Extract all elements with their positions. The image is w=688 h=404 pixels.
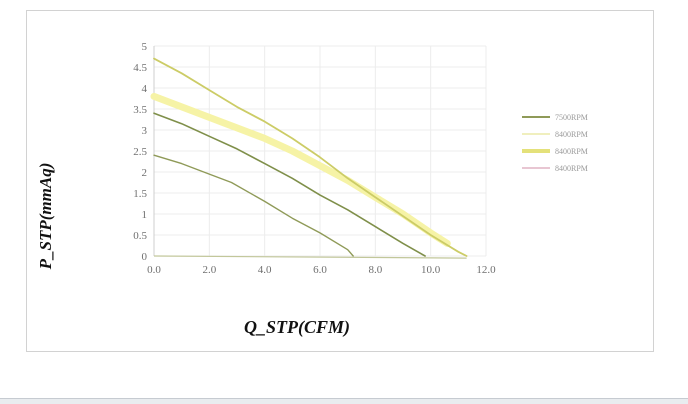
window-bottom-strip [0,398,688,404]
series-line-2 [150,92,451,247]
y-tick-label: 4 [142,83,148,95]
y-tick-label: 0 [142,251,148,263]
series-line-4 [153,112,426,257]
y-tick-label: 5 [142,41,148,53]
plot-grid [153,45,487,257]
y-tick-label: 3 [142,125,148,137]
x-tick-label: 4.0 [258,264,272,276]
y-tick-label: 4.5 [133,62,147,74]
legend-label: 8400RPM [555,147,588,156]
series-line-3 [153,57,468,257]
series-layer [150,57,468,259]
x-tick-label: 2.0 [202,264,216,276]
x-tick-label: 8.0 [368,264,382,276]
tick-labels: 0.0 2.0 4.0 6.0 8.0 10.0 12.0 0 0.5 1 1.5 2 2.5 3 3.5 4… [133,41,496,276]
y-tick-label: 2.5 [133,146,147,158]
x-tick-label: 0.0 [147,264,161,276]
x-tick-label: 12.0 [476,264,496,276]
y-axis-label: P_STP(mmAq) [36,163,55,271]
x-axis-label: Q_STP(CFM) [244,317,350,338]
baseline-line [153,255,467,259]
y-tick-label: 1.5 [133,188,147,200]
legend-label: 8400RPM [555,130,588,139]
y-tick-label: 0.5 [133,230,147,242]
legend-label: 7500RPM [555,113,588,122]
y-tick-label: 2 [142,167,148,179]
x-tick-label: 6.0 [313,264,327,276]
x-tick-label: 10.0 [421,264,441,276]
y-tick-label: 1 [142,209,148,221]
legend: 7500RPM 8400RPM 8400RPM 8400RPM [522,113,588,173]
series-line-1 [153,154,354,257]
legend-label: 8400RPM [555,164,588,173]
y-tick-label: 3.5 [133,104,147,116]
